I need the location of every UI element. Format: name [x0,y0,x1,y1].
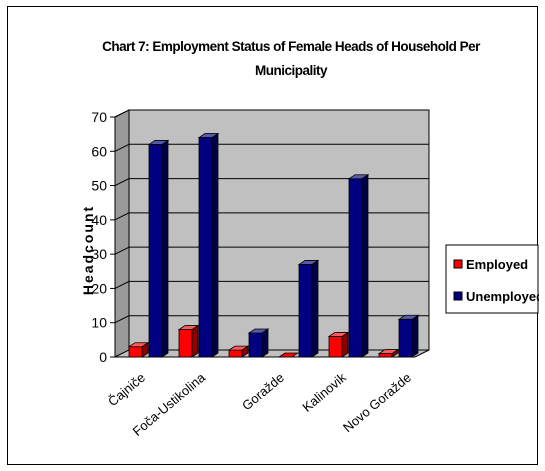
gridline [114,315,429,324]
bar-employed [378,353,393,358]
bar-top-unemployed [297,260,320,265]
bar-employed [178,329,193,358]
chart-title-line-2: Municipality [255,63,328,78]
bar-side-unemployed [211,132,219,358]
bar-unemployed [148,144,163,358]
bar-top-employed [177,325,200,330]
y-tick-label: 60 [91,143,107,159]
x-category-label: Novo Goražde [340,370,414,435]
chart-title-line-1: Chart 7: Employment Status of Female Hea… [102,39,481,54]
bar-employed [128,346,143,358]
gridline [114,143,429,152]
y-axis-label: Headcount [80,205,96,295]
gridline [114,212,429,221]
bar-top-unemployed [347,174,370,180]
bar-top-employed [127,342,150,348]
y-tick-label: 0 [99,349,107,365]
y-tick-label: 40 [91,212,107,228]
legend-label-employed: Employed [466,257,528,272]
legend-swatch-employed [453,259,463,269]
bar-top-unemployed [147,140,170,145]
bar-side-unemployed [161,139,169,358]
plot-back-wall [128,109,430,351]
y-tick-label: 10 [91,315,107,331]
bar-top-employed [327,332,350,337]
bar-top-employed [377,349,400,354]
bar-side-unemployed [361,173,369,358]
gridline [114,280,429,289]
bar-employed [328,336,343,358]
bar-top-unemployed [247,328,270,334]
bar-unemployed [348,178,363,358]
chart-frame: Chart 7: Employment Status of Female Hea… [7,6,539,465]
y-tick-label: 20 [91,280,107,296]
gridline [114,178,429,187]
legend-box [445,244,539,314]
bar-side-unemployed [261,328,269,358]
y-tick-label: 70 [91,109,107,125]
bar-top-unemployed [397,314,420,320]
legend-label-unemployed: Unemployed [466,289,539,304]
bar-employed [228,349,243,358]
bar-side-unemployed [411,314,419,358]
x-category-label: Kalinovik [299,369,349,414]
gridline [114,246,429,255]
bar-unemployed [198,137,213,358]
plot-side-wall [114,109,130,358]
x-category-label: Goražde [239,370,287,414]
y-tick-label: 50 [91,178,107,194]
bar-side-unemployed [311,259,319,358]
bar-side-employed [191,324,199,358]
legend-swatch-unemployed [453,291,463,301]
bar-unemployed [398,318,413,358]
x-category-label: Čajniče [105,370,148,409]
bar-unemployed [298,264,313,358]
gridline [114,109,429,118]
bar-top-employed [277,352,300,358]
chart-svg: Chart 7: Employment Status of Female Hea… [80,39,539,439]
y-tick-label: 30 [91,246,107,262]
legend: Employed Unemployed [445,244,539,314]
bar-top-employed [227,345,250,351]
bar-top-unemployed [197,133,220,138]
bar-unemployed [248,332,263,358]
